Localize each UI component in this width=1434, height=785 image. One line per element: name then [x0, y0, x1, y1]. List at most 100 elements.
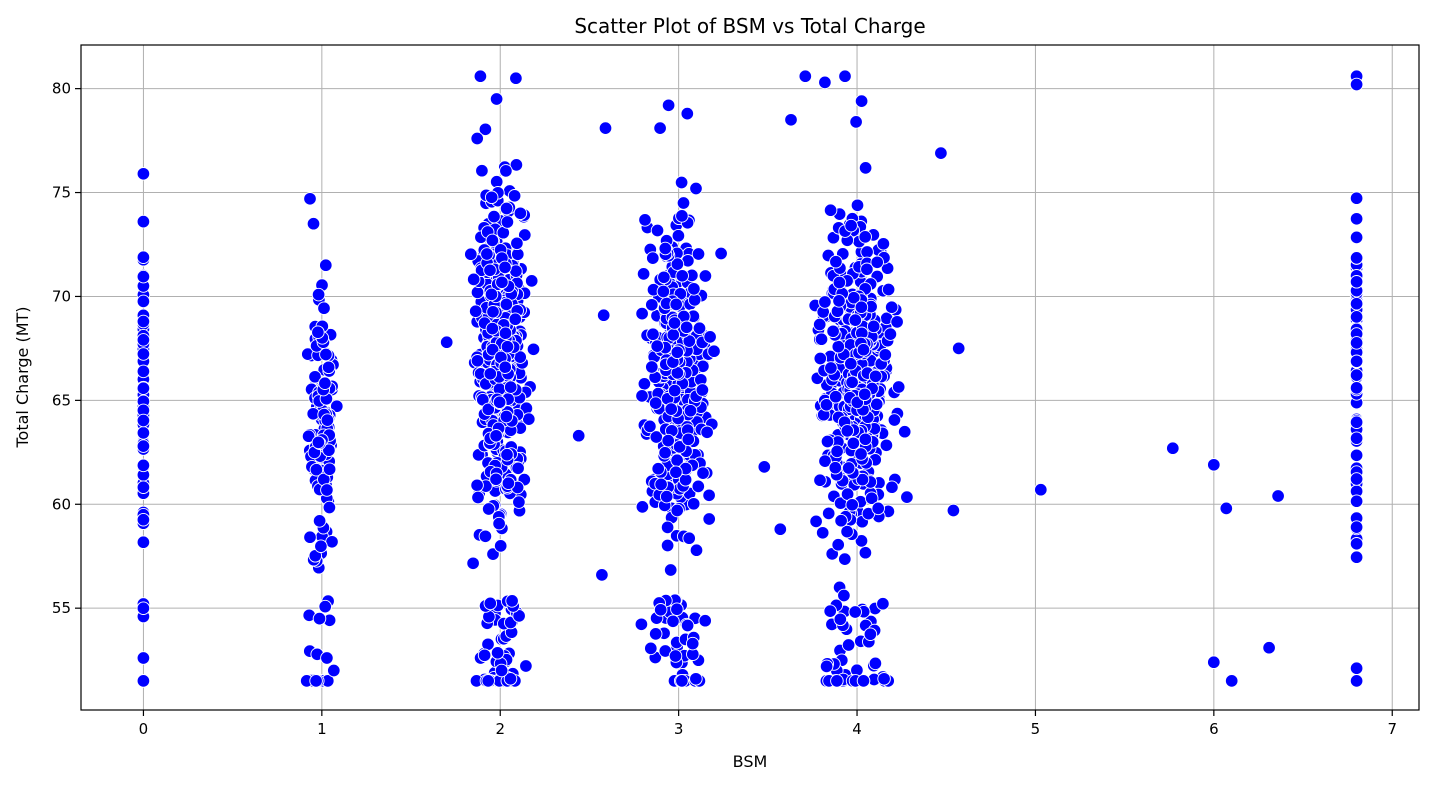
data-point	[757, 460, 772, 474]
x-tick-label: 4	[852, 720, 862, 738]
data-point	[809, 514, 823, 529]
data-point	[849, 115, 863, 129]
data-point	[320, 651, 334, 665]
data-point	[136, 347, 151, 361]
data-point	[505, 594, 519, 608]
data-point	[1349, 472, 1364, 486]
data-point	[890, 315, 904, 329]
data-point	[813, 351, 828, 366]
data-point	[509, 158, 524, 172]
data-point	[486, 547, 500, 561]
data-point	[513, 206, 528, 221]
data-point	[503, 672, 518, 686]
data-point	[848, 313, 863, 327]
data-point	[494, 663, 509, 678]
data-point	[685, 636, 700, 651]
data-point	[1349, 310, 1364, 324]
data-point	[675, 269, 689, 283]
data-point	[828, 389, 843, 404]
data-point	[866, 319, 881, 334]
data-point	[773, 522, 788, 536]
data-point	[680, 618, 695, 633]
data-point	[1349, 415, 1364, 429]
data-point	[658, 445, 672, 460]
data-point	[854, 534, 869, 548]
data-point	[660, 520, 675, 535]
data-point	[480, 247, 494, 261]
data-point	[659, 489, 674, 504]
data-point	[526, 342, 541, 357]
data-point	[897, 424, 912, 439]
data-point	[858, 545, 873, 560]
data-point	[136, 269, 151, 284]
data-point	[136, 167, 151, 181]
data-point	[934, 146, 948, 160]
data-point	[1166, 441, 1180, 455]
data-point	[671, 228, 686, 243]
data-point	[571, 428, 586, 443]
data-point	[492, 516, 506, 531]
data-point	[507, 189, 522, 203]
x-axis-label: BSM	[733, 752, 768, 771]
data-point	[638, 213, 652, 227]
data-point	[490, 646, 505, 660]
data-point	[311, 435, 326, 450]
data-point	[470, 354, 485, 368]
data-point	[812, 317, 827, 332]
x-tick-label: 0	[139, 720, 149, 738]
data-point	[1349, 77, 1364, 92]
data-point	[314, 539, 328, 553]
data-point	[692, 321, 707, 335]
data-point	[327, 663, 341, 678]
data-point	[1349, 520, 1364, 534]
data-point	[1271, 489, 1285, 503]
data-point	[858, 161, 873, 175]
y-tick-label: 55	[52, 599, 71, 617]
data-point	[679, 320, 694, 335]
data-point	[695, 383, 710, 397]
data-points	[136, 69, 1364, 688]
data-point	[881, 282, 896, 297]
data-point	[829, 254, 843, 269]
data-point	[500, 215, 515, 229]
x-tick-label: 1	[317, 720, 327, 738]
data-point	[498, 260, 512, 275]
data-point	[860, 262, 874, 277]
data-point	[868, 656, 883, 671]
data-point	[848, 605, 862, 619]
data-point	[676, 196, 691, 210]
data-point	[322, 500, 337, 515]
x-tick-label: 3	[674, 720, 684, 738]
data-point	[136, 314, 151, 329]
data-point	[860, 245, 874, 259]
data-point	[489, 92, 504, 106]
x-tick-label: 5	[1031, 720, 1041, 738]
data-point	[856, 674, 871, 688]
data-point	[658, 241, 673, 256]
data-point	[703, 330, 717, 344]
data-point	[439, 335, 454, 349]
data-point	[645, 360, 659, 374]
x-axis-ticks: 0 1 2 3 4 5 6 7	[139, 710, 1397, 738]
data-point	[503, 380, 518, 394]
data-point	[681, 432, 696, 447]
data-point	[891, 380, 906, 394]
data-point	[661, 433, 675, 448]
data-point	[840, 424, 855, 438]
data-point	[845, 498, 859, 512]
data-point	[512, 495, 526, 509]
data-point	[689, 181, 703, 196]
data-point	[831, 339, 846, 354]
data-point	[1207, 655, 1221, 669]
data-point	[484, 190, 499, 205]
data-point	[1034, 482, 1048, 497]
data-point	[651, 461, 665, 476]
data-point	[635, 306, 649, 321]
x-tick-label: 6	[1209, 720, 1219, 738]
data-point	[689, 672, 703, 686]
data-point	[646, 327, 660, 341]
data-point	[698, 269, 713, 283]
y-axis-label: Total Charge (MT)	[13, 306, 32, 448]
data-point	[841, 638, 856, 652]
data-point	[648, 396, 663, 410]
